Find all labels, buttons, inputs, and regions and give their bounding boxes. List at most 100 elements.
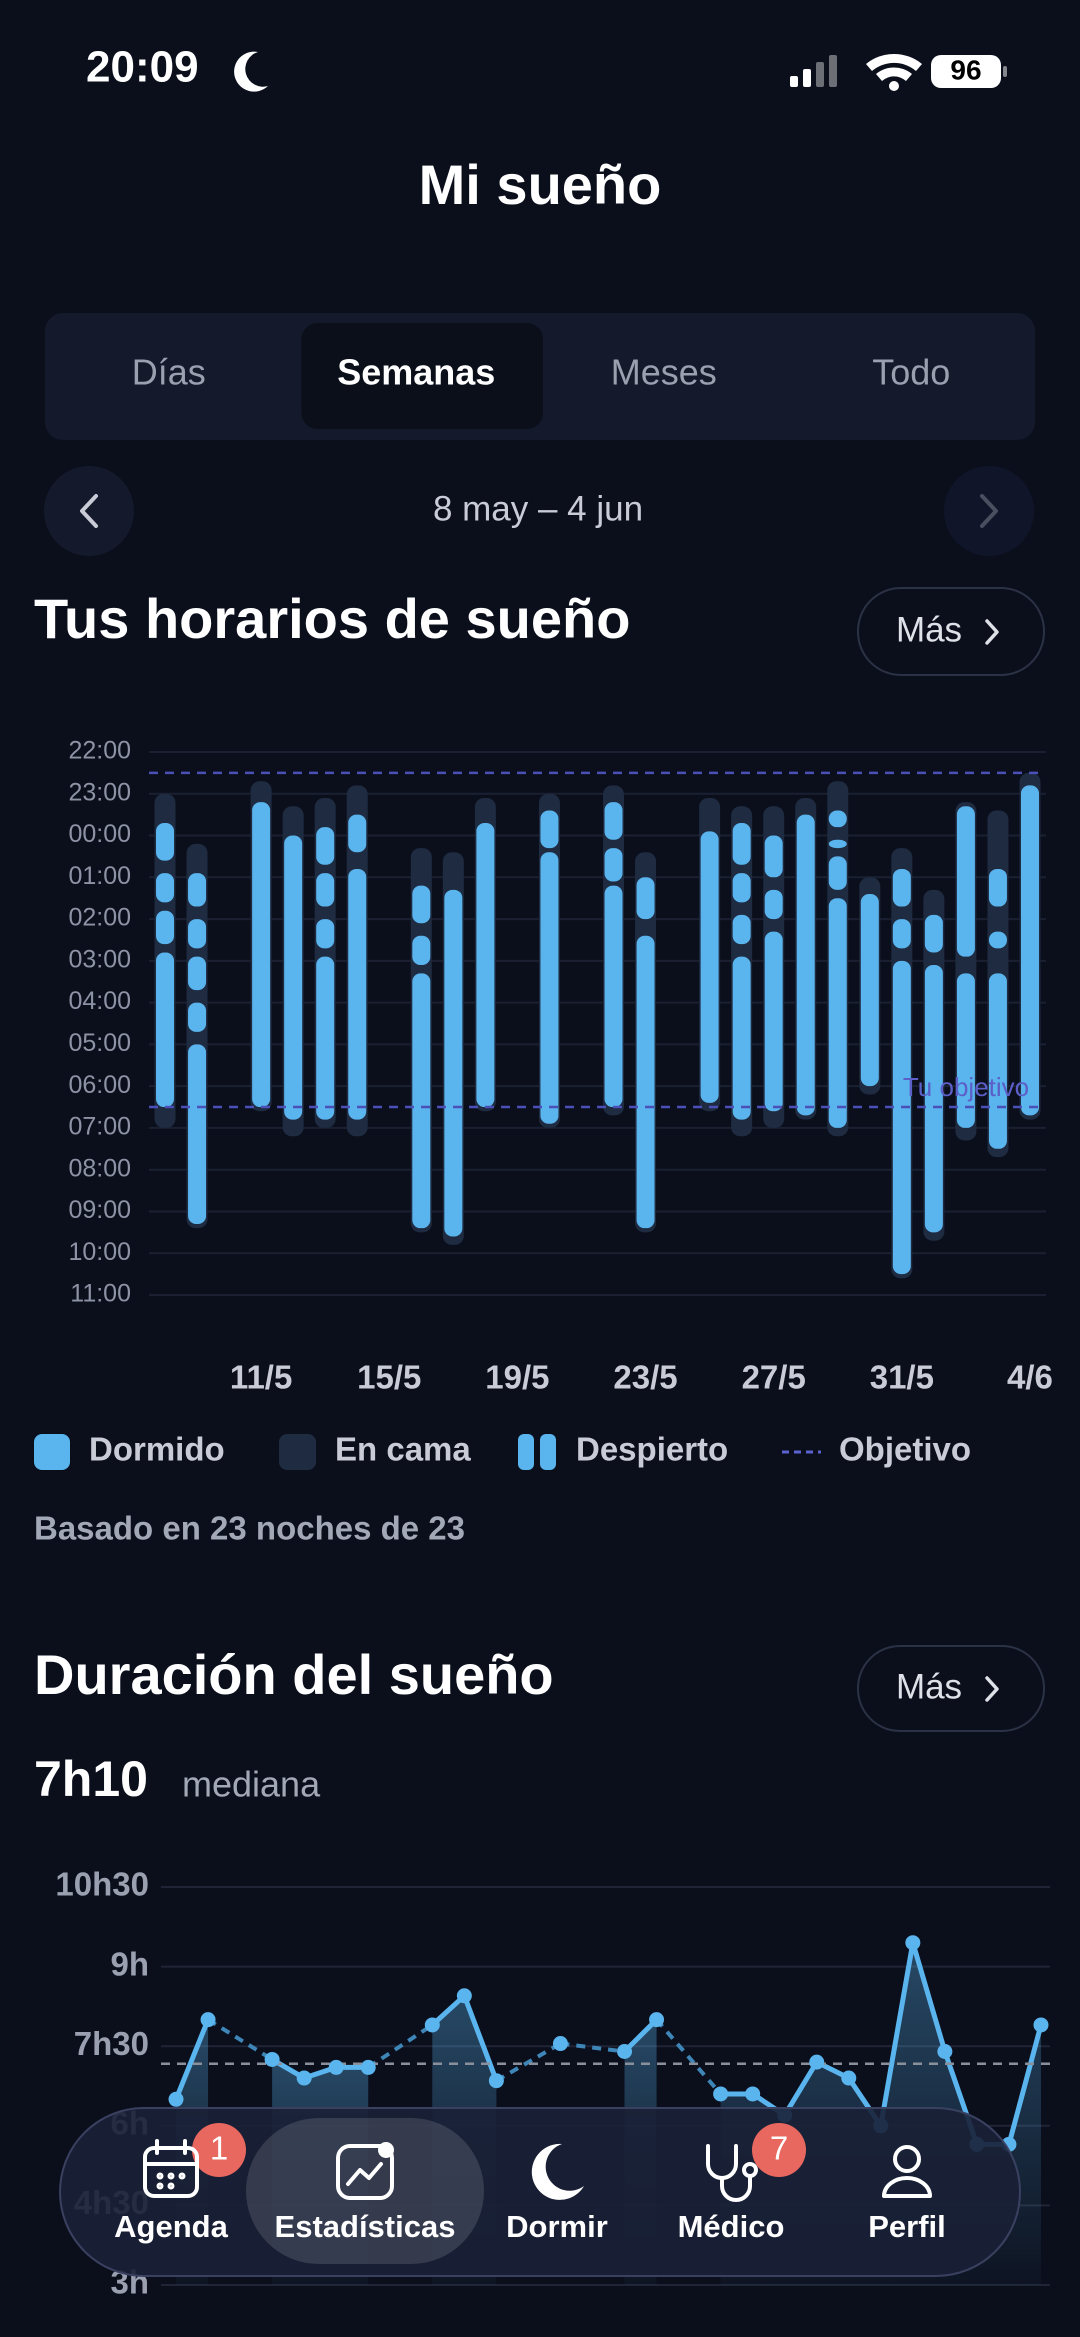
chevron [985,1676,999,1702]
tab-label: Todo [872,352,950,393]
section-title: Duración del sueño [34,1643,554,1706]
y-tick-label: 23:00 [68,778,131,806]
y-tick-label: 07:00 [68,1113,131,1141]
asleep-bar [412,935,431,966]
battery-tip [1003,66,1007,77]
point [713,2086,729,2102]
line [173,2018,211,2101]
asleep-bar [316,919,335,949]
more-button[interactable] [857,587,1045,676]
doctor-icon [706,2144,758,2202]
asleep-bar [444,889,463,1237]
asleep-bar [540,852,559,1124]
y-tick-label: 08:00 [68,1154,131,1182]
asleep-bar [796,814,815,1116]
legend-label: Despierto [576,1431,728,1468]
point [488,2073,504,2089]
asleep-bar [636,877,655,920]
asleep-bar [604,802,623,840]
prev-icon [80,494,98,528]
y-tick-label: 7h30 [74,2025,149,2062]
asleep-bar [732,956,751,1120]
asleep-bar [284,835,303,1120]
x-tick-label: 15/5 [357,1359,421,1396]
x-tick-label: 19/5 [485,1359,549,1396]
gap-connector [206,2017,274,2062]
prev-button[interactable] [44,466,134,556]
asleep-bar [604,848,623,882]
asleep-bar [316,827,335,865]
asleep-bar [188,956,207,991]
nav-label: Médico [678,2209,785,2244]
nav-label: Dormir [506,2209,608,2244]
more-button[interactable] [857,1645,1045,1732]
badge [752,2123,806,2177]
asleep-bar [412,885,431,924]
asleep-bar [892,960,911,1275]
asleep-bar [636,935,655,1229]
chevron [985,619,999,645]
asleep-bar [860,894,879,1087]
point [937,2044,953,2060]
point [168,2091,184,2107]
nav-icons [143,2139,932,2202]
moon-icon [234,51,268,92]
x-tick-label: 31/5 [870,1359,934,1396]
y-tick-label: 22:00 [68,737,131,765]
section-title: Tus horarios de sueño [34,587,630,650]
asleep-bar [188,1002,207,1032]
point [552,2036,568,2052]
y-tick-label: 9h [110,1945,149,1982]
x-tick-label: 11/5 [230,1359,292,1396]
asleep-bar [924,914,943,953]
next-button[interactable] [944,466,1034,556]
wifi-icon [866,53,922,91]
profile-icon [882,2145,932,2198]
y-tick-label: 10h30 [55,1866,149,1903]
asleep-bar [700,831,719,1103]
nav-label: Agenda [114,2209,228,2244]
asleep-bar [956,806,975,957]
tab-label: Semanas [337,352,495,393]
point [264,2051,280,2067]
next-icon [980,494,998,528]
goal-annotation: Tu objetivo [903,1072,1029,1102]
nav-label: Estadísticas [275,2209,456,2244]
legend-label: En cama [335,1431,471,1468]
point [456,1988,472,2004]
asleep-bar [732,873,751,903]
line [622,2017,659,2054]
nav: Agenda 1 Estadísticas Dormir Médico 7 Perfil [114,2118,946,2264]
y-tick-label: 05:00 [68,1029,131,1057]
median-label: mediana [182,1764,321,1805]
point [328,2059,344,2075]
asleep-bar [732,914,751,945]
asleep-bar [988,973,1007,1149]
y-tick-label: 02:00 [68,904,131,932]
tab-selected[interactable] [301,323,544,429]
nav-selected [246,2118,484,2264]
legend-swatch [279,1434,316,1470]
status-time: 20:09 [86,43,199,92]
gap-connector [655,2018,723,2096]
badge-count: 1 [210,2130,228,2167]
gap-connector [367,2023,434,2070]
asleep-bar [892,919,911,949]
point [424,2017,440,2033]
asleep-bar [316,956,335,1120]
asleep-bar [1020,785,1039,1116]
asleep-bar [732,823,751,865]
asleep-bar [412,973,431,1229]
asleep-bar [156,910,175,945]
point [360,2059,376,2075]
point [809,2054,825,2070]
asleep-bar [188,919,207,949]
asleep-bar [988,931,1007,949]
asleep-bar [188,1044,207,1224]
asleep-bar [828,856,847,890]
schedule-chart: 22:00 23:00 00:00 01:00 02:00 03:00 04:00 05:00… [68,737,1052,1396]
legend-label: Dormido [89,1431,225,1468]
badge [192,2123,246,2177]
